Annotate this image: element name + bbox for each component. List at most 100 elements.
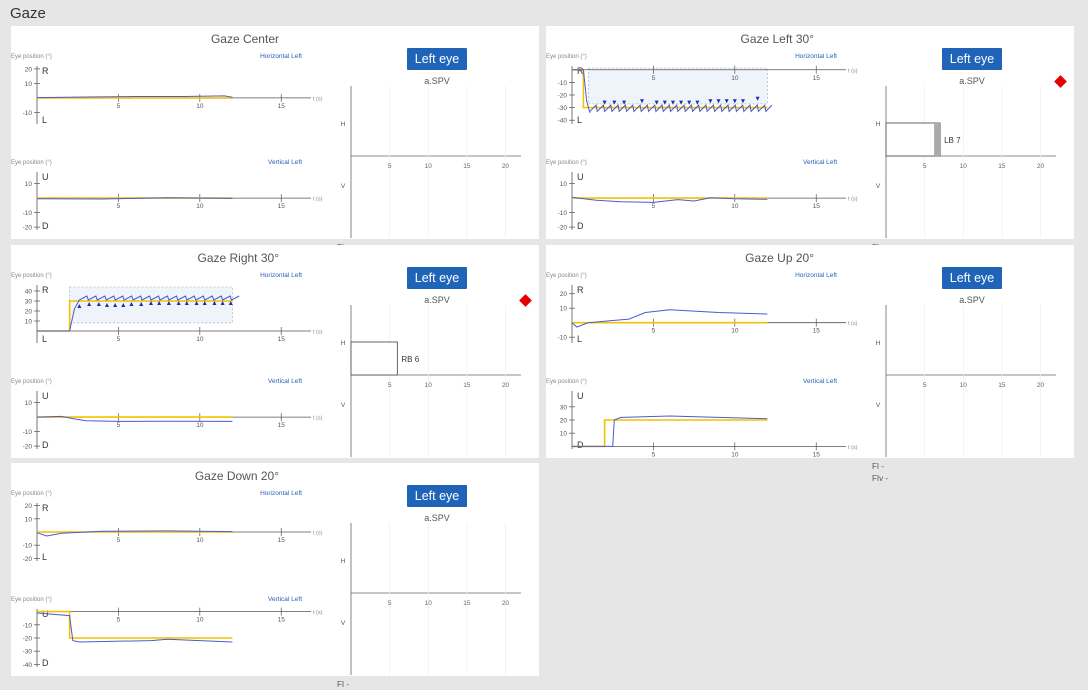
beat-marker bbox=[755, 96, 760, 101]
down-label: D bbox=[577, 221, 584, 231]
y-tick-label: 30 bbox=[25, 299, 33, 306]
spv-v-label: V bbox=[341, 402, 346, 409]
left-eye-button[interactable]: Left eye bbox=[942, 48, 1002, 70]
spv-label: a.SPV bbox=[959, 295, 985, 305]
x-tick-label: 10 bbox=[196, 103, 204, 110]
down-label: D bbox=[42, 658, 49, 668]
x-tick-label: 10 bbox=[731, 451, 739, 458]
left-eye-button[interactable]: Left eye bbox=[407, 48, 467, 70]
x-tick-label: 15 bbox=[278, 537, 286, 544]
y-tick-label: 20 bbox=[25, 503, 33, 510]
beat-marker bbox=[602, 100, 607, 105]
x-tick-label: 5 bbox=[652, 451, 656, 458]
left-eye-button[interactable]: Left eye bbox=[942, 267, 1002, 289]
spv-x-tick-label: 20 bbox=[502, 382, 510, 389]
x-tick-label: 15 bbox=[813, 328, 821, 335]
x-tick-label: 5 bbox=[117, 336, 121, 343]
beat-marker bbox=[670, 100, 675, 105]
right-label: R bbox=[577, 66, 584, 76]
eye-series-line bbox=[36, 197, 233, 200]
eye-series-line bbox=[571, 196, 768, 203]
beat-marker bbox=[740, 99, 745, 104]
x-tick-label: 15 bbox=[278, 422, 286, 429]
beat-marker bbox=[129, 302, 134, 306]
y-tick-label: -30 bbox=[23, 649, 33, 656]
panel-chart: Eye position (°) Horizontal Left 20 10 -10 -2… bbox=[11, 490, 521, 689]
spv-v-label: V bbox=[341, 620, 346, 627]
left-label: L bbox=[42, 115, 47, 125]
panel-chart: Eye position (°) Horizontal Left 40 30 20 10 R… bbox=[11, 272, 521, 483]
beat-marker bbox=[687, 100, 692, 105]
right-label: R bbox=[42, 503, 49, 513]
y-tick-label: 10 bbox=[25, 400, 33, 407]
spv-v-label: V bbox=[341, 183, 346, 190]
y-tick-label: -20 bbox=[23, 444, 33, 451]
horizontal-plot-label: Horizontal Left bbox=[260, 272, 302, 279]
eye-series-line bbox=[571, 309, 768, 328]
x-tick-label: 5 bbox=[117, 537, 121, 544]
spv-x-tick-label: 5 bbox=[388, 600, 392, 607]
spv-x-tick-label: 5 bbox=[923, 382, 927, 389]
beat-marker bbox=[708, 99, 713, 104]
beat-marker bbox=[202, 301, 207, 305]
beat-marker bbox=[679, 100, 684, 105]
x-tick-label: 15 bbox=[813, 451, 821, 458]
beat-marker bbox=[212, 301, 217, 305]
y-tick-label: -10 bbox=[558, 80, 568, 87]
left-label: L bbox=[577, 334, 582, 344]
left-eye-button[interactable]: Left eye bbox=[407, 267, 467, 289]
eye-position-label: Eye position (°) bbox=[11, 54, 52, 60]
x-tick-label: 10 bbox=[196, 422, 204, 429]
vertical-trace-plot: Eye position (°) Vertical Left -10 -20 -30 -4… bbox=[11, 596, 323, 669]
y-tick-label: 10 bbox=[560, 181, 568, 188]
x-tick-label: 5 bbox=[652, 328, 656, 335]
eye-series-line bbox=[572, 415, 768, 447]
eye-series-line bbox=[37, 295, 240, 332]
up-label: U bbox=[577, 391, 584, 401]
x-tick-label: 15 bbox=[278, 336, 286, 343]
beat-marker bbox=[157, 301, 162, 305]
y-tick-label: -30 bbox=[558, 105, 568, 112]
gaze-panel: Gaze Right 30° Eye position (°) Horizontal… bbox=[11, 245, 539, 483]
beat-marker bbox=[194, 301, 199, 305]
eye-position-label: Eye position (°) bbox=[546, 160, 587, 166]
spv-x-tick-label: 10 bbox=[425, 600, 433, 607]
eye-position-label: Eye position (°) bbox=[11, 491, 52, 497]
beat-marker bbox=[732, 99, 737, 104]
eye-series-line bbox=[36, 95, 233, 99]
y-tick-label: 20 bbox=[25, 66, 33, 73]
beat-marker bbox=[662, 100, 667, 105]
left-label: L bbox=[577, 115, 582, 125]
eye-series-line bbox=[36, 612, 233, 643]
eye-position-label: Eye position (°) bbox=[11, 597, 52, 603]
left-label: L bbox=[42, 552, 47, 562]
y-tick-label: -20 bbox=[23, 225, 33, 232]
y-tick-label: -20 bbox=[23, 556, 33, 563]
page-title: Gaze bbox=[10, 5, 46, 22]
gaze-panel: Gaze Center Eye position (°) Horizontal Le… bbox=[11, 26, 539, 264]
y-tick-label: -10 bbox=[558, 210, 568, 217]
spv-h-label: H bbox=[341, 558, 346, 565]
beat-marker bbox=[184, 301, 189, 305]
x-tick-label: 5 bbox=[652, 75, 656, 82]
panel-title: Gaze Right 30° bbox=[197, 251, 279, 265]
time-unit-label: t (s) bbox=[848, 197, 858, 203]
left-eye-button[interactable]: Left eye bbox=[407, 485, 467, 507]
x-tick-label: 10 bbox=[196, 203, 204, 210]
y-tick-label: 20 bbox=[25, 309, 33, 316]
spv-x-tick-label: 20 bbox=[1037, 382, 1045, 389]
panel-chart: Eye position (°) Horizontal Left -10 -20 -30… bbox=[546, 53, 1056, 264]
eye-position-label: Eye position (°) bbox=[11, 160, 52, 166]
spv-x-tick-label: 5 bbox=[388, 163, 392, 170]
x-tick-label: 5 bbox=[117, 103, 121, 110]
eye-position-label: Eye position (°) bbox=[546, 379, 587, 385]
panel-title: Gaze Down 20° bbox=[194, 469, 279, 483]
beat-marker bbox=[654, 100, 659, 105]
vertical-plot-label: Vertical Left bbox=[803, 159, 837, 166]
vertical-trace-plot: Eye position (°) Vertical Left 30 20 10 U D 5 10… bbox=[546, 378, 858, 458]
beat-marker bbox=[716, 99, 721, 104]
y-tick-label: 40 bbox=[25, 289, 33, 296]
time-unit-label: t (s) bbox=[848, 445, 858, 451]
